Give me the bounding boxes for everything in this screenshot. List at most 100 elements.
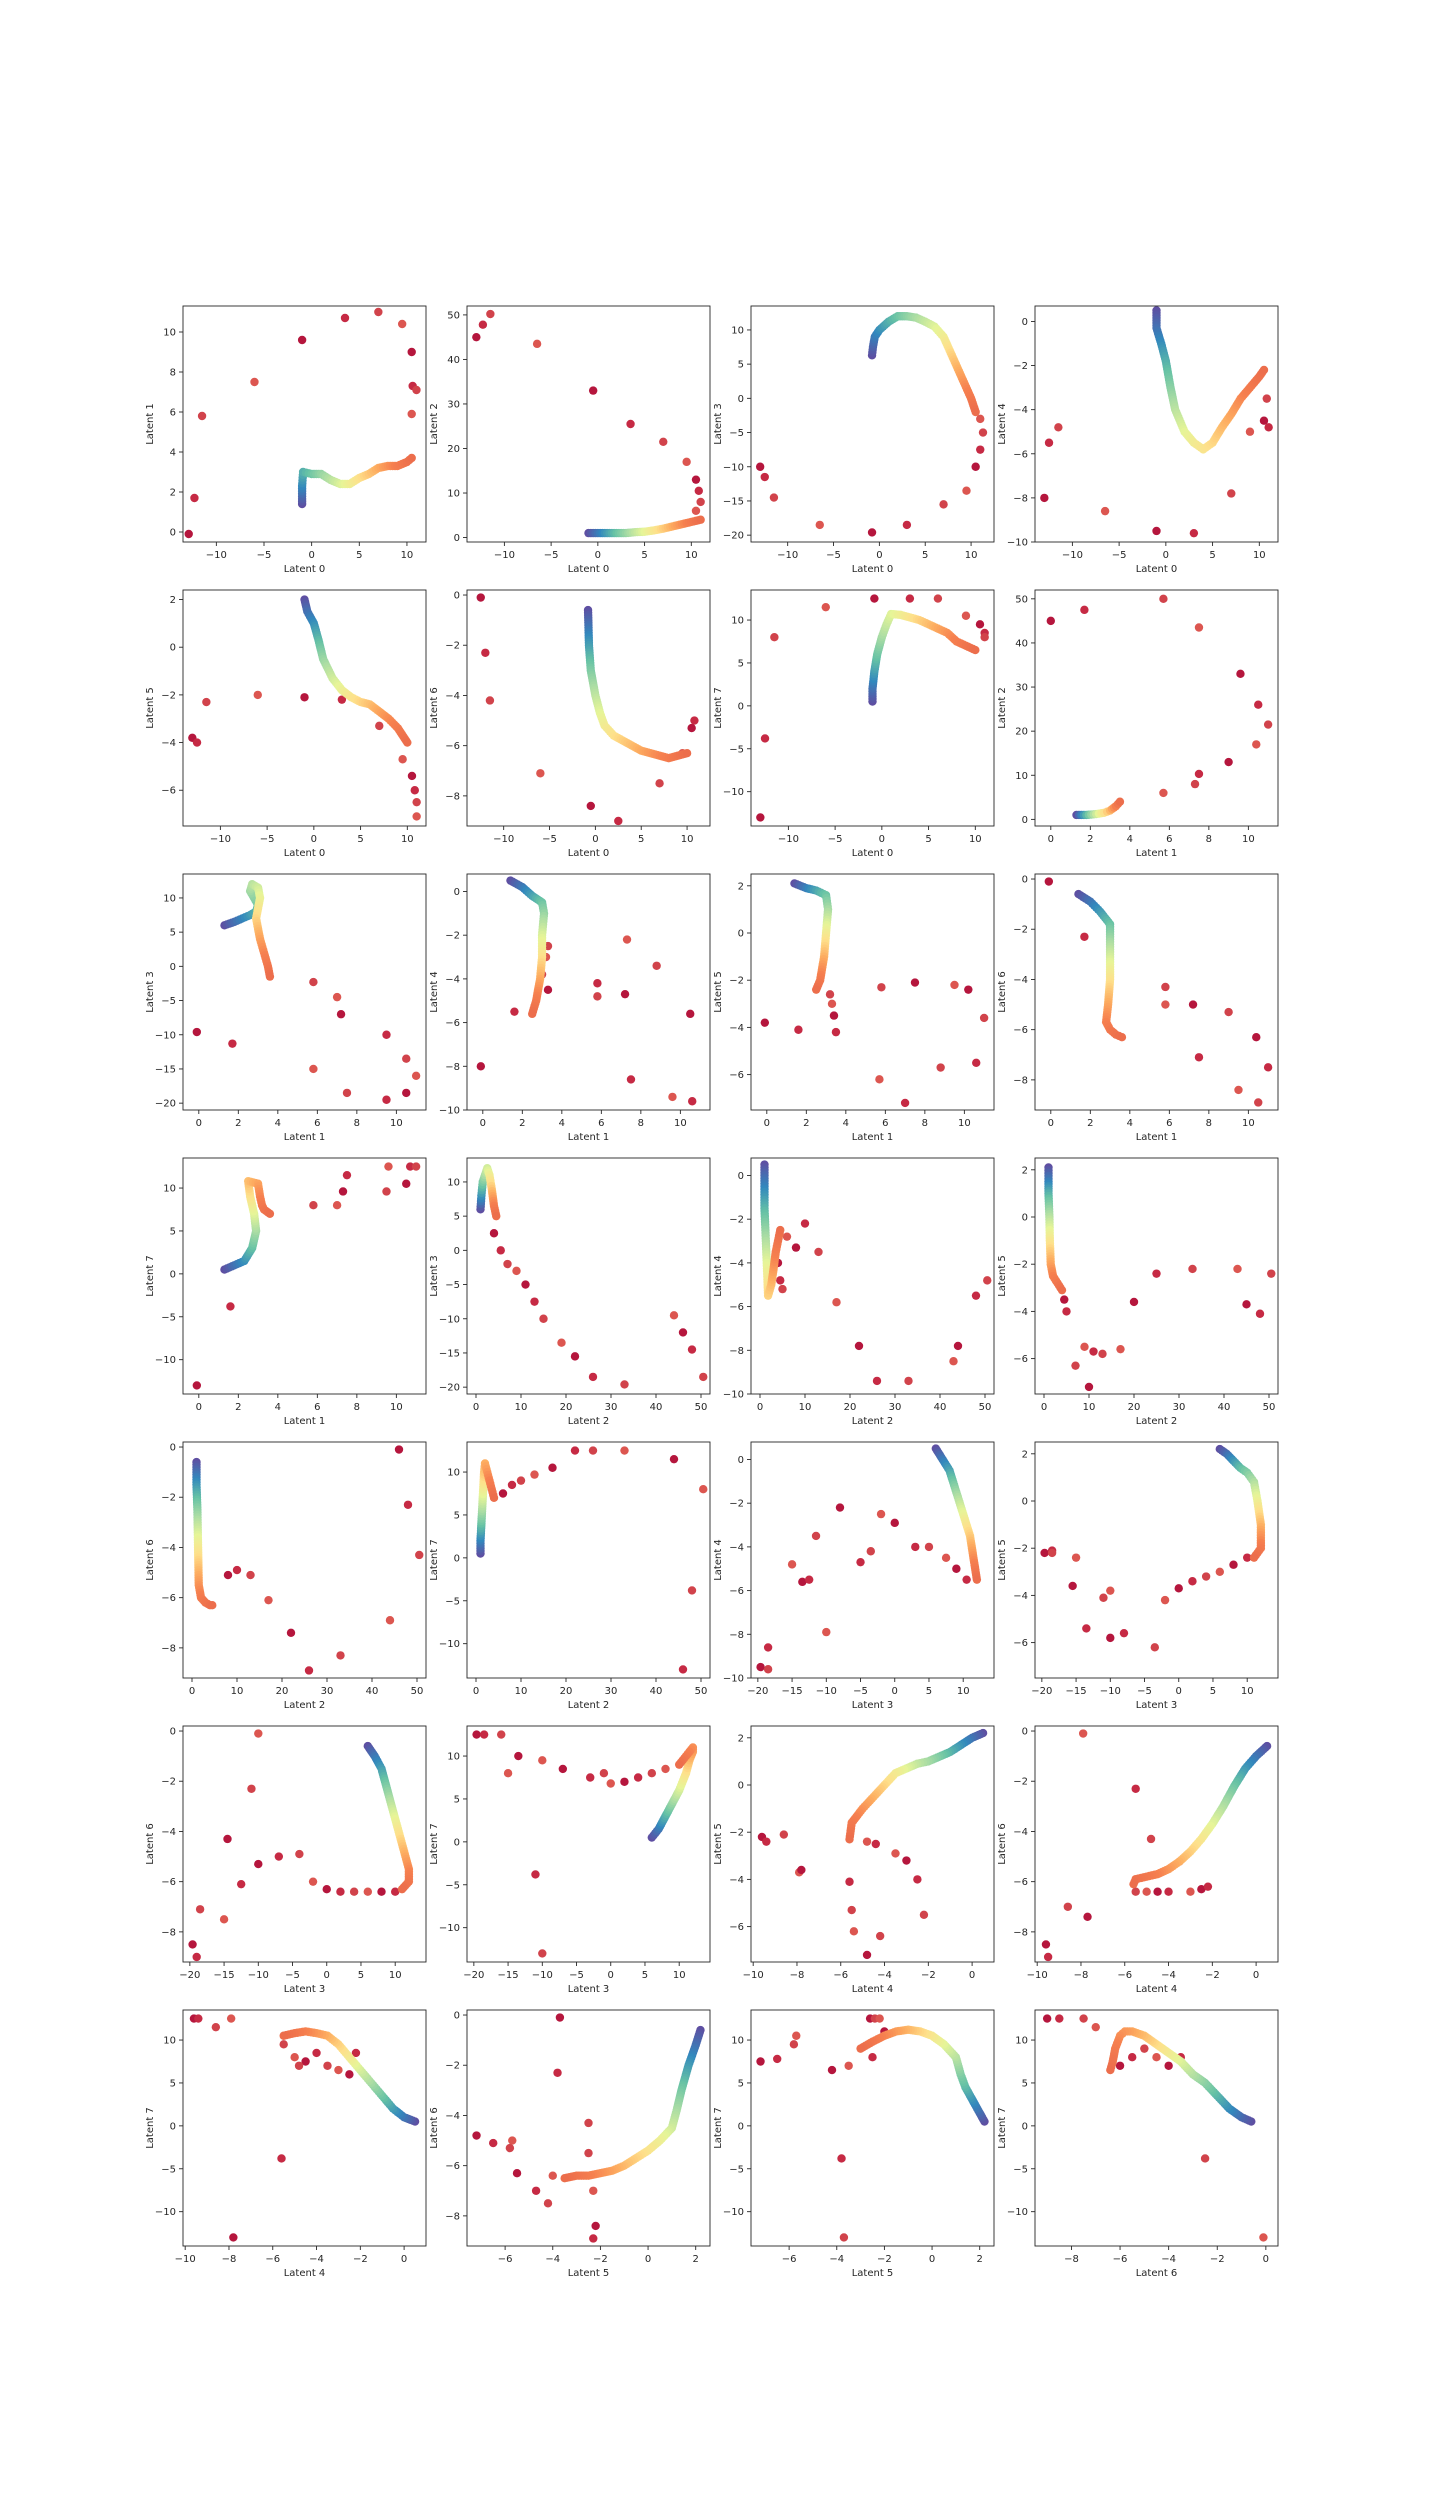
- data-point: [476, 1062, 486, 1071]
- x-tick-label: −2: [1210, 2254, 1225, 2265]
- data-point: [337, 695, 347, 704]
- y-tick-label: −5: [445, 1880, 460, 1891]
- data-point: [756, 2057, 765, 2066]
- data-point: [555, 2013, 565, 2022]
- subplot-6: −10 −5 0 5 10 −10 −5 0 5 10 Latent 0 Latent 7: [713, 589, 995, 859]
- data-point: [1100, 506, 1110, 516]
- x-tick-label: −15: [782, 1686, 803, 1697]
- x-tick-label: 10: [681, 834, 694, 845]
- y-tick-label: 0: [1022, 317, 1028, 328]
- data-point: [678, 1665, 688, 1674]
- data-point: [226, 1302, 235, 1311]
- data-point: [687, 1345, 697, 1354]
- axes-frame: [466, 873, 711, 1111]
- data-point: [202, 697, 211, 707]
- trajectory-point: [403, 738, 412, 747]
- x-tick-label: 0: [311, 834, 317, 845]
- data-point: [472, 2131, 481, 2140]
- y-tick-label: −2: [445, 2061, 460, 2072]
- data-point: [845, 1877, 854, 1886]
- y-tick-label: −10: [155, 1030, 176, 1041]
- data-point: [1203, 1882, 1213, 1891]
- x-axis-label: Latent 1: [284, 1132, 326, 1143]
- data-point: [862, 1950, 872, 1960]
- data-point: [854, 1341, 864, 1351]
- data-point: [822, 1627, 831, 1637]
- data-point: [336, 1010, 346, 1019]
- x-tick-label: 40: [650, 1402, 663, 1413]
- data-point: [1080, 932, 1089, 941]
- data-point: [301, 2057, 310, 2066]
- x-tick-label: 20: [1128, 1402, 1141, 1413]
- x-tick-label: 10: [958, 1118, 971, 1129]
- axes-frame: [182, 1725, 427, 1963]
- data-point: [699, 1372, 708, 1382]
- y-tick-label: 2: [738, 881, 744, 892]
- y-tick-label: 0: [738, 1781, 744, 1792]
- x-tick-label: −6: [1113, 2254, 1128, 2265]
- data-point: [1152, 1269, 1161, 1278]
- data-point: [479, 1730, 489, 1739]
- data-point: [1197, 1884, 1206, 1894]
- x-axis-label: Latent 3: [568, 1984, 610, 1995]
- x-tick-label: 6: [882, 1118, 888, 1129]
- data-point: [773, 2054, 782, 2064]
- data-point: [911, 1542, 920, 1552]
- data-point: [375, 721, 384, 731]
- data-point: [890, 1518, 899, 1528]
- x-tick-label: −10: [1027, 1970, 1048, 1981]
- y-tick-label: −10: [723, 462, 744, 473]
- y-tick-label: −4: [1013, 975, 1028, 986]
- data-point: [405, 1162, 415, 1171]
- data-point: [1129, 1297, 1139, 1307]
- y-tick-label: −20: [155, 1099, 176, 1110]
- x-tick-label: 8: [354, 1402, 360, 1413]
- y-tick-label: −10: [723, 2207, 744, 2218]
- x-axis-label: Latent 0: [284, 564, 326, 575]
- y-tick-label: −2: [1013, 1260, 1028, 1271]
- y-tick-label: −6: [729, 1922, 744, 1933]
- data-point: [770, 633, 779, 642]
- data-point: [1083, 1912, 1092, 1922]
- axes-frame: [1034, 1157, 1279, 1395]
- y-tick-label: −4: [1013, 1827, 1028, 1838]
- data-point: [295, 1849, 304, 1859]
- y-tick-label: 50: [447, 310, 460, 321]
- data-point: [309, 977, 318, 987]
- data-point: [1131, 1784, 1140, 1793]
- data-point: [1242, 1553, 1252, 1562]
- y-tick-label: −10: [439, 1314, 460, 1325]
- x-tick-label: −5: [569, 1970, 584, 1981]
- y-tick-label: 2: [170, 595, 176, 606]
- data-point: [1119, 1628, 1129, 1638]
- data-point: [756, 813, 765, 822]
- data-point: [699, 1485, 708, 1494]
- y-tick-label: −5: [729, 428, 744, 439]
- x-axis-label: Latent 2: [568, 1700, 610, 1711]
- x-tick-label: 4: [275, 1402, 281, 1413]
- x-tick-label: 5: [922, 550, 928, 561]
- x-tick-label: 0: [1041, 1402, 1047, 1413]
- x-axis-label: Latent 2: [284, 1700, 326, 1711]
- x-tick-label: 0: [480, 1118, 486, 1129]
- y-tick-label: 30: [1015, 683, 1028, 694]
- data-point: [1242, 1300, 1251, 1309]
- y-tick-label: −8: [445, 791, 460, 802]
- x-axis-label: Latent 6: [1136, 2268, 1178, 2279]
- trajectory-point: [1106, 2065, 1115, 2075]
- data-point: [964, 985, 973, 994]
- data-point: [900, 1098, 910, 1108]
- data-point: [787, 1560, 797, 1569]
- x-tick-label: 0: [1163, 550, 1169, 561]
- data-point: [1252, 1032, 1261, 1042]
- data-point: [250, 377, 259, 387]
- x-tick-label: 50: [695, 1402, 708, 1413]
- trajectory-point: [1249, 1553, 1259, 1562]
- y-tick-label: 0: [454, 887, 460, 898]
- y-tick-label: −4: [729, 1258, 744, 1269]
- data-point: [1161, 1000, 1170, 1009]
- data-point: [1128, 2053, 1137, 2062]
- trajectory-point: [845, 1835, 854, 1844]
- x-tick-label: −4: [877, 1970, 892, 1981]
